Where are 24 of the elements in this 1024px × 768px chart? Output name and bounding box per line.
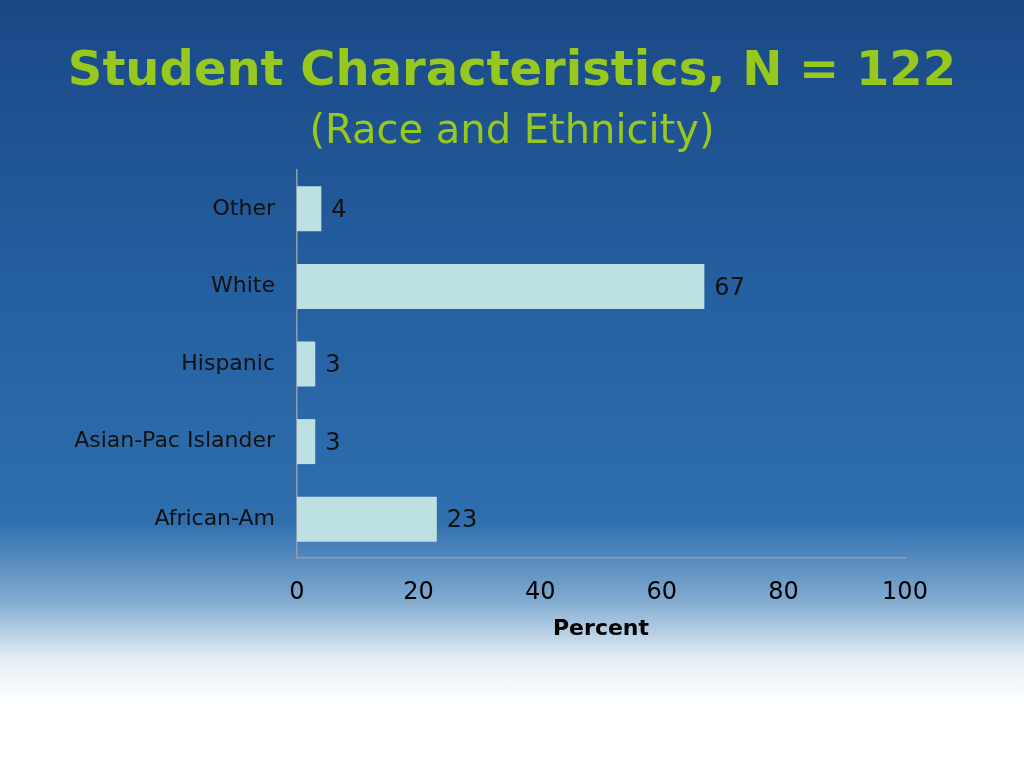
chart-subtitle: (Race and Ethnicity) [308,105,716,154]
bar [297,341,316,387]
y-tick-label: White [211,272,275,298]
data-label: 3 [325,350,341,379]
x-axis-title: Percent [552,614,650,640]
chart-title: Student Characteristics, N = 122 [66,39,958,98]
y-tick-label: Asian-Pac Islander [74,427,276,453]
data-label: 67 [714,272,745,301]
x-tick-label: 20 [403,576,434,605]
x-tick-label: 100 [882,576,928,605]
y-tick-label: Hispanic [181,349,275,375]
bar [297,186,322,232]
x-tick-label: 80 [768,576,799,605]
x-tick-label: 40 [524,576,556,605]
y-tick-label: African-Am [154,504,275,530]
x-tick-label: 0 [289,576,305,605]
data-label: 4 [331,195,347,224]
x-tick-label: 60 [646,576,678,605]
data-label: 23 [446,505,478,534]
y-tick-label: Other [212,194,276,220]
bar [297,263,705,309]
data-label: 3 [325,427,341,456]
bar [297,496,437,542]
bar [297,419,316,465]
